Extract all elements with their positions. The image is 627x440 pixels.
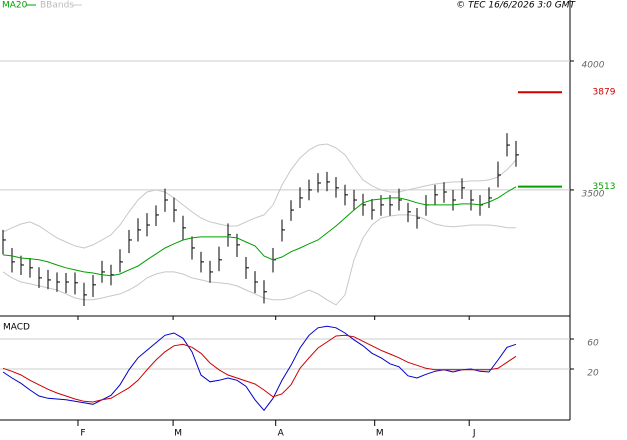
band-line (2, 143, 517, 249)
y-tick-label: 20 (587, 369, 599, 379)
ma-line (2, 186, 517, 277)
band-line (2, 214, 516, 306)
legend-bands: BBands (40, 1, 74, 11)
panel-title: MACD (3, 323, 30, 333)
source: © TEC 16/6/2026 3:0 GMT (456, 1, 576, 11)
x-tick-label: A (278, 429, 285, 439)
x-tick-label: M (376, 429, 384, 439)
y-tick-label: 3500 (582, 189, 605, 199)
x-tick-label: M (174, 429, 182, 439)
level-label: 3513 (593, 182, 616, 192)
level-label: 3879 (593, 88, 616, 98)
macd-line (2, 325, 517, 412)
x-tick-label: J (472, 429, 476, 439)
x-tick-label: F (80, 429, 85, 439)
legend-ma: MA20 (2, 1, 28, 11)
y-tick-label: 4000 (582, 60, 605, 70)
y-tick-label: 60 (587, 339, 599, 349)
macd-line (2, 334, 517, 403)
